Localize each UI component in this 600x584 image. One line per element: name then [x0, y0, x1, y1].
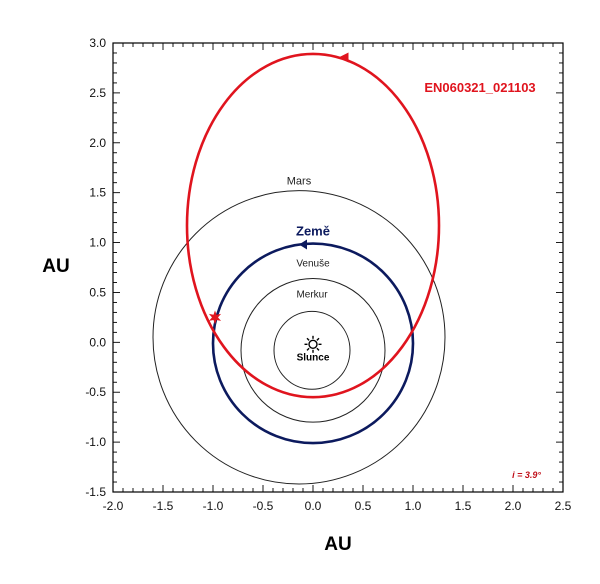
orbit-venu-e — [240, 277, 386, 423]
planet-label: Země — [296, 224, 330, 239]
sun-ray — [306, 347, 310, 351]
x-tick-label: -1.5 — [153, 499, 174, 513]
x-tick-label: 2.5 — [555, 499, 572, 513]
earth-direction-arrow — [299, 239, 307, 250]
plot-frame — [112, 42, 564, 493]
meteoroid-label: EN060321_021103 — [424, 80, 535, 95]
orbit-merkur — [273, 310, 351, 390]
planet-label: Mars — [287, 176, 312, 188]
impact-star-icon — [208, 310, 222, 325]
planet-label: Merkur — [296, 289, 328, 300]
y-tick-label: 3.0 — [89, 36, 106, 50]
x-tick-label: 1.0 — [405, 499, 422, 513]
sun-disc — [308, 339, 318, 350]
y-tick-label: -1.5 — [85, 485, 106, 499]
orbit-zem- — [211, 242, 415, 445]
sun-label: Slunce — [297, 352, 330, 363]
sun-ray — [316, 337, 320, 341]
y-tick-label: -1.0 — [85, 435, 106, 449]
y-tick-label: 0.0 — [89, 335, 106, 349]
meteoroid-direction-arrow — [338, 52, 349, 63]
y-tick-label: -0.5 — [85, 385, 106, 399]
y-axis-title: AU — [42, 256, 69, 277]
y-tick-label: 1.0 — [89, 236, 106, 250]
sun-ray — [316, 347, 320, 351]
y-tick-label: 1.5 — [89, 186, 106, 200]
ticks-layer — [112, 42, 564, 493]
sun-icon — [304, 335, 322, 353]
inclination-label: i = 3.9° — [512, 470, 541, 480]
x-tick-label: 0.5 — [355, 499, 372, 513]
x-tick-label: -1.0 — [203, 499, 224, 513]
sun-ray — [306, 337, 310, 341]
planet-label: Venuše — [296, 258, 330, 269]
labels-layer: -2.0 -1.5 -1.0 -0.5 0.0 0.5 1.0 1.5 2.0 2.53.02.5… — [85, 36, 571, 513]
orbits-layer — [152, 52, 446, 485]
meteoroid-orbit — [185, 52, 441, 399]
x-tick-label: -0.5 — [253, 499, 274, 513]
y-tick-label: 2.5 — [89, 86, 106, 100]
x-tick-label: 0.0 — [305, 499, 322, 513]
x-axis-title: AU — [324, 534, 351, 555]
orbit-mars — [152, 190, 446, 485]
y-tick-label: 2.0 — [89, 136, 106, 150]
y-tick-label: 0.5 — [89, 285, 106, 299]
x-tick-label: 2.0 — [505, 499, 522, 513]
x-tick-label: -2.0 — [103, 499, 124, 513]
x-tick-label: 1.5 — [455, 499, 472, 513]
